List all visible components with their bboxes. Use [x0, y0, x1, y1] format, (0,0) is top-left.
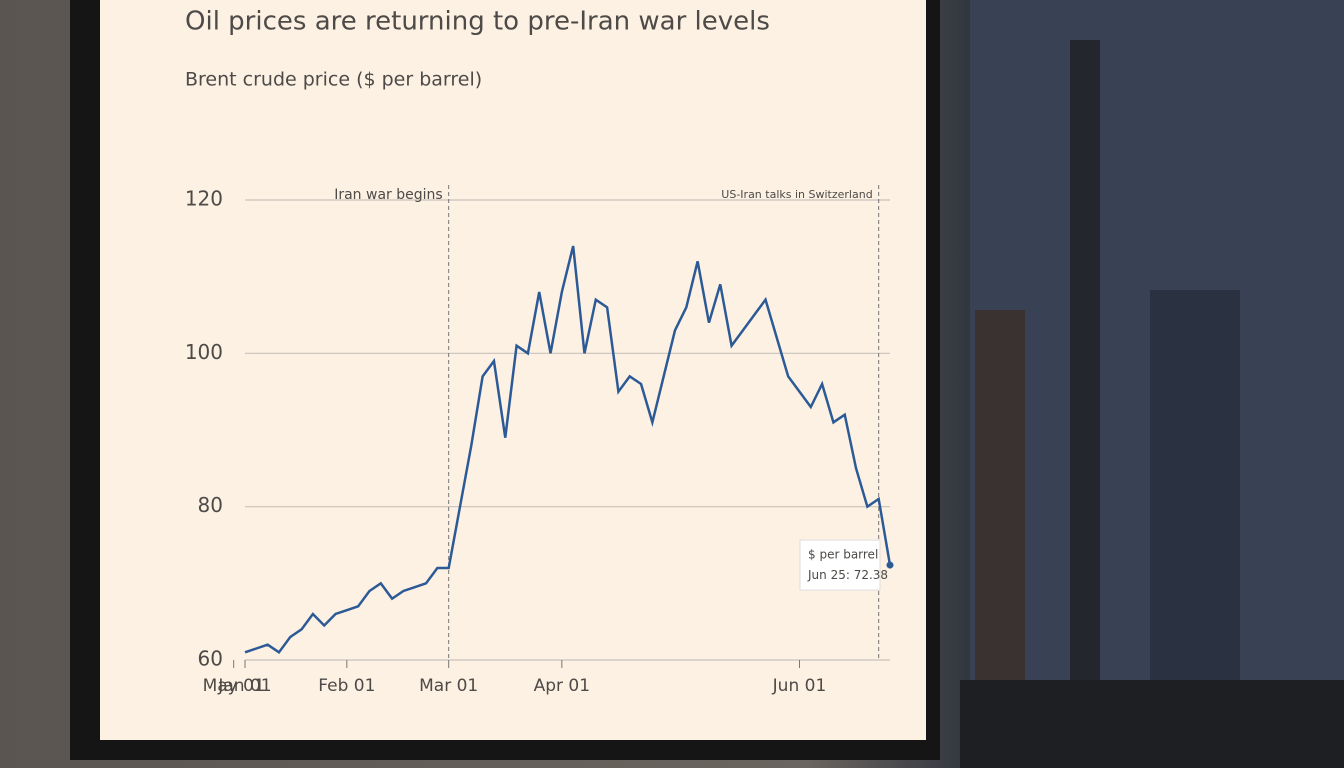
end-point — [886, 561, 894, 569]
line — [244, 245, 892, 655]
chart-title: Oil prices are returning to pre-Iran war… — [185, 7, 770, 37]
tooltip-sep: : — [846, 568, 854, 582]
x-tick-label: Mar 01 — [419, 676, 478, 696]
tooltip: $ per barrel Jun 25: 72.38 — [799, 539, 888, 591]
x-tick-label: May 01 — [203, 676, 265, 696]
y-tick-label: 60 — [198, 647, 223, 671]
annotation-text: Iran war begins — [334, 187, 442, 203]
x-tick-label: Jan 01 — [217, 676, 271, 696]
x-tick-label: Jun 01 — [772, 676, 827, 696]
plot: 60 80 100 120 Jan 01 Feb 01 Mar 01 Apr 01 May 01… — [185, 185, 894, 696]
tooltip-box — [799, 539, 881, 591]
x-tick-label: Feb 01 — [318, 676, 375, 696]
tooltip-number: 72.38 — [854, 568, 888, 582]
chart-subtitle: Brent crude price ($ per barrel) — [185, 69, 482, 91]
table — [960, 680, 1344, 768]
y-tick-label: 80 — [198, 493, 223, 517]
y-tick-label: 120 — [185, 187, 223, 211]
tooltip-series: $ per barrel — [808, 548, 878, 562]
tooltip-value: Jun 25: 72.38 — [807, 568, 888, 582]
tooltip-date: Jun 25 — [807, 568, 846, 582]
x-tick-label: Apr 01 — [534, 676, 590, 696]
annotation-text: US-Iran talks in Switzerland — [721, 188, 872, 201]
building — [975, 310, 1025, 690]
building — [1150, 290, 1240, 690]
window-frame — [1070, 40, 1100, 680]
y-tick-label: 100 — [185, 340, 223, 364]
